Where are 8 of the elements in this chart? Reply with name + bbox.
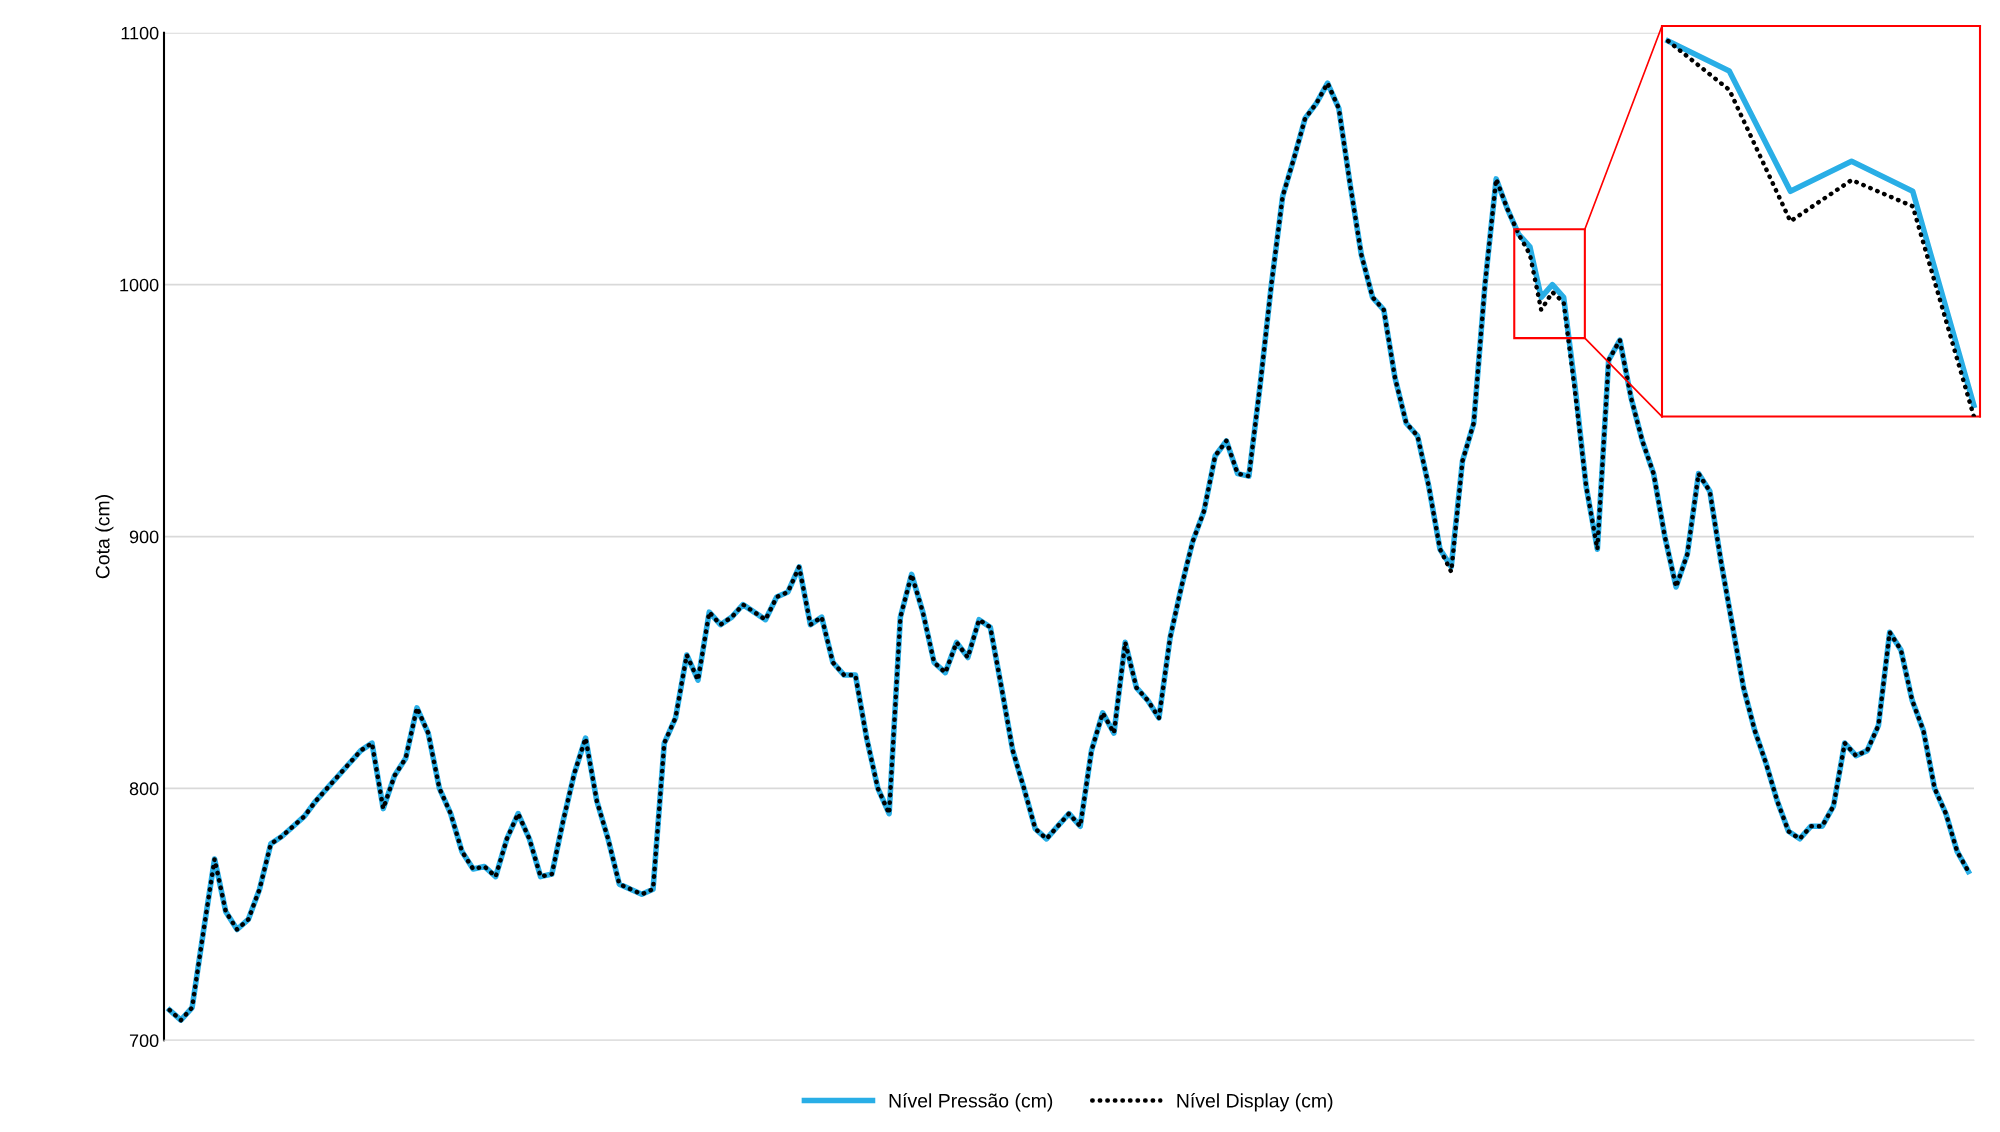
legend-label: Nível Display (cm) [1177,1093,1333,1112]
y-tick-label: 700 [129,1034,159,1048]
y-tick-label: 900 [129,530,159,544]
y-axis-title: Cota (cm) [95,495,114,579]
y-tick-label: 1000 [120,278,159,292]
legend-label: Nível Pressão (cm) [889,1093,1053,1112]
y-tick-label: 800 [129,782,159,796]
y-tick-label: 1100 [121,26,159,40]
